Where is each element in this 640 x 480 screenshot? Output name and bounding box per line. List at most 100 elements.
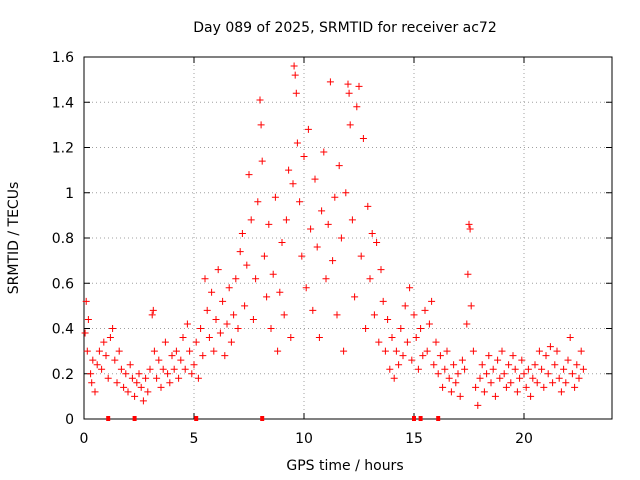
x-axis-label: GPS time / hours xyxy=(286,458,403,474)
data-point xyxy=(232,275,240,283)
data-point xyxy=(296,198,304,206)
data-point xyxy=(88,379,96,387)
data-point xyxy=(170,365,178,373)
data-point xyxy=(436,352,444,360)
data-point xyxy=(575,374,583,382)
data-point xyxy=(175,374,183,382)
data-point xyxy=(292,89,300,97)
data-point xyxy=(555,374,563,382)
data-point xyxy=(425,320,433,328)
data-point xyxy=(533,379,541,387)
data-point xyxy=(379,297,387,305)
data-point xyxy=(214,266,222,274)
data-point xyxy=(551,361,559,369)
data-point xyxy=(443,347,451,355)
data-point xyxy=(511,365,519,373)
y-tick-label: 1.6 xyxy=(52,50,74,66)
data-point xyxy=(265,220,273,228)
data-point xyxy=(177,356,185,364)
data-point xyxy=(307,225,315,233)
data-point xyxy=(124,388,132,396)
y-tick-label: 0.8 xyxy=(52,231,74,247)
zero-marker xyxy=(418,416,423,421)
data-point xyxy=(544,370,552,378)
data-point xyxy=(289,180,297,188)
data-point xyxy=(164,370,172,378)
data-point xyxy=(144,388,152,396)
data-point xyxy=(408,356,416,364)
data-point xyxy=(417,325,425,332)
data-point xyxy=(487,379,495,387)
zero-marker xyxy=(194,416,199,421)
data-point xyxy=(285,166,293,174)
data-point xyxy=(458,356,466,364)
data-point xyxy=(287,334,295,342)
data-point xyxy=(183,320,191,328)
data-point xyxy=(245,171,253,179)
data-point xyxy=(263,293,271,301)
zero-marker xyxy=(436,416,441,421)
data-point xyxy=(375,338,383,346)
data-point xyxy=(111,356,119,364)
data-point xyxy=(315,334,323,342)
data-point xyxy=(318,207,326,215)
data-point xyxy=(149,306,157,314)
data-point xyxy=(540,383,548,391)
x-tick-label: 20 xyxy=(515,431,533,447)
data-point xyxy=(538,365,546,373)
data-point xyxy=(467,302,475,310)
data-point xyxy=(535,347,543,355)
zero-marker xyxy=(106,416,111,421)
data-point xyxy=(568,370,576,378)
y-tick-label: 0 xyxy=(65,412,74,428)
data-point xyxy=(320,148,328,156)
data-point xyxy=(489,365,497,373)
data-point xyxy=(115,347,123,355)
data-point xyxy=(465,220,473,228)
data-point xyxy=(399,352,407,360)
data-point xyxy=(366,275,374,283)
data-point xyxy=(480,388,488,396)
data-point xyxy=(216,329,224,337)
y-tick-label: 0.4 xyxy=(52,322,74,338)
data-point xyxy=(278,239,286,247)
data-point xyxy=(309,306,317,314)
data-point xyxy=(89,356,97,364)
data-point xyxy=(241,302,249,310)
data-point xyxy=(128,374,136,382)
data-point xyxy=(370,311,378,319)
data-point xyxy=(120,383,128,391)
data-point xyxy=(381,347,389,355)
data-point xyxy=(208,288,216,296)
y-tick-label: 1.4 xyxy=(52,95,74,111)
data-point xyxy=(345,89,353,97)
data-point xyxy=(518,356,526,364)
data-point xyxy=(199,352,207,360)
data-point xyxy=(260,252,268,260)
data-point xyxy=(520,370,528,378)
data-point xyxy=(100,338,108,346)
data-point xyxy=(362,325,370,332)
data-point xyxy=(223,320,231,328)
data-point xyxy=(478,361,486,369)
data-point xyxy=(291,71,299,79)
data-point xyxy=(159,365,167,373)
data-point xyxy=(505,361,513,369)
data-point xyxy=(419,352,427,360)
data-point xyxy=(392,347,400,355)
data-point xyxy=(82,297,90,305)
y-tick-label: 0.6 xyxy=(52,276,74,292)
data-point xyxy=(439,383,447,391)
y-tick-label: 1 xyxy=(65,186,74,202)
data-point xyxy=(322,275,330,283)
data-point xyxy=(249,315,257,323)
data-point xyxy=(83,347,91,355)
data-point xyxy=(247,216,255,224)
data-point xyxy=(566,334,574,342)
data-point xyxy=(386,365,394,373)
data-point xyxy=(221,352,229,360)
data-point xyxy=(368,229,376,237)
data-point xyxy=(509,352,517,360)
data-point xyxy=(153,374,161,382)
data-point xyxy=(357,252,365,260)
